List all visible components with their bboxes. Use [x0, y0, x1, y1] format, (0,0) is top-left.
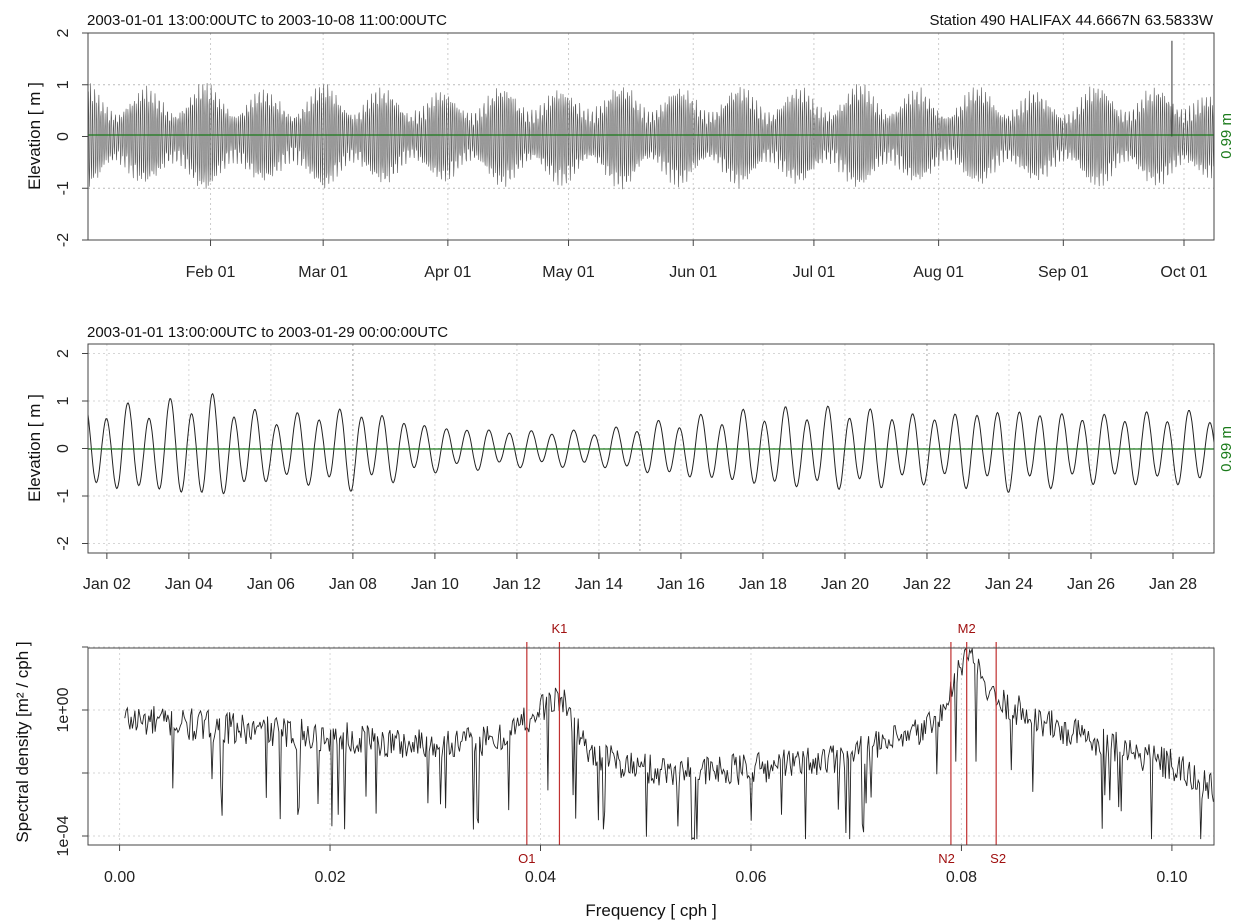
- panel3-spectrum-trace: [124, 647, 1214, 841]
- panel1-x-tick-label: Jun 01: [669, 264, 717, 281]
- panel1-y-tick-label: -2: [55, 233, 72, 247]
- panel3-x-tick-label: 0.10: [1156, 869, 1187, 886]
- panel2-y-tick-label: -1: [55, 489, 72, 503]
- constituent-label-m2: M2: [958, 621, 976, 636]
- panel1-y-axis: -2 -1 0 1 2: [55, 28, 88, 247]
- panel3-grid: [88, 646, 1214, 845]
- panel1-y-tick-label: 1: [55, 80, 72, 89]
- panel2-x-tick-label: Jan 24: [985, 576, 1033, 593]
- panel3-trace-line: [124, 647, 1214, 841]
- panel2-x-tick-label: Jan 20: [821, 576, 869, 593]
- panel2-y-label: Elevation [ m ]: [25, 394, 44, 502]
- panel2-mean-label: 0.99 m: [1218, 426, 1235, 472]
- panel3-x-tick-label: 0.00: [104, 869, 135, 886]
- panel1-subtitle-right: Station 490 HALIFAX 44.6667N 63.5833W: [929, 12, 1213, 29]
- panel2-x-tick-label: Jan 22: [903, 576, 951, 593]
- panel3-x-tick-label: 0.04: [525, 869, 556, 886]
- panel1-y-label: Elevation [ m ]: [25, 82, 44, 190]
- panel2-y-tick-label: 2: [55, 349, 72, 358]
- panel3-y-tick-label: 1e-04: [55, 815, 72, 856]
- panel1-x-tick-label: Feb 01: [186, 264, 236, 281]
- panel2-x-tick-label: Jan 18: [739, 576, 787, 593]
- panel1-x-tick-label: Oct 01: [1160, 264, 1207, 281]
- constituent-label-o1: O1: [518, 851, 535, 866]
- panel2-x-tick-label: Jan 28: [1149, 576, 1197, 593]
- panel1-y-tick-label: 2: [55, 28, 72, 37]
- panel2-x-tick-label: Jan 10: [411, 576, 459, 593]
- constituent-label-s2: S2: [990, 851, 1006, 866]
- panel3-y-tick-label: 1e+00: [55, 687, 72, 732]
- panel1-x-tick-label: Sep 01: [1038, 264, 1089, 281]
- panel1-x-tick-label: May 01: [542, 264, 595, 281]
- panel3-x-label: Frequency [ cph ]: [585, 901, 716, 920]
- panel2-x-tick-label: Jan 02: [83, 576, 131, 593]
- panel3-x-tick-label: 0.08: [946, 869, 977, 886]
- panel2-elevation-trace: [87, 392, 1215, 495]
- panel1-x-tick-label: Aug 01: [913, 264, 964, 281]
- panel2-x-tick-label: Jan 06: [247, 576, 295, 593]
- panel2-y-tick-label: 0: [55, 444, 72, 453]
- panel1-x-tick-label: Apr 01: [424, 264, 471, 281]
- constituent-label-k1: K1: [551, 621, 567, 636]
- panel1-y-tick-label: 0: [55, 132, 72, 141]
- panel1-elevation-trace: [87, 40, 1215, 190]
- panel2-x-tick-label: Jan 12: [493, 576, 541, 593]
- panel2-x-tick-label: Jan 26: [1067, 576, 1115, 593]
- panel3-x-tick-label: 0.02: [314, 869, 345, 886]
- panel3-y-axis: 1e-04 1e+00: [55, 646, 88, 856]
- panel2-subtitle-left: 2003-01-01 13:00:00UTC to 2003-01-29 00:…: [87, 324, 448, 341]
- panel2-x-axis: Jan 02 Jan 04 Jan 06 Jan 08 Jan 10 Jan 12 Jan …: [83, 553, 1197, 593]
- panel1-subtitle-left: 2003-01-01 13:00:00UTC to 2003-10-08 11:…: [87, 12, 447, 29]
- panel2-x-tick-label: Jan 04: [165, 576, 213, 593]
- panel2-x-tick-label: Jan 16: [657, 576, 705, 593]
- panel1-trace-line: [87, 83, 1215, 190]
- panel2-x-tick-label: Jan 14: [575, 576, 623, 593]
- panel1-x-tick-label: Jul 01: [793, 264, 836, 281]
- panel-full-record: 2003-01-01 13:00:00UTC to 2003-10-08 11:…: [25, 12, 1235, 281]
- panel1-mean-label: 0.99 m: [1218, 113, 1235, 159]
- panel3-x-tick-label: 0.06: [735, 869, 766, 886]
- panel1-x-axis: Feb 01 Mar 01 Apr 01 May 01 Jun 01 Jul 01 Aug …: [186, 240, 1208, 281]
- panel-january-detail: 2003-01-01 13:00:00UTC to 2003-01-29 00:…: [25, 324, 1235, 593]
- panel1-y-tick-label: -1: [55, 181, 72, 195]
- constituent-label-n2: N2: [938, 851, 955, 866]
- panel3-constituents: O1 K1 N2 M2 S2: [518, 621, 1006, 866]
- panel1-x-tick-label: Mar 01: [298, 264, 348, 281]
- panel2-y-tick-label: -2: [55, 536, 72, 550]
- panel3-y-label: Spectral density [m² / cph ]: [13, 641, 32, 842]
- panel2-y-tick-label: 1: [55, 396, 72, 405]
- panel2-x-tick-label: Jan 08: [329, 576, 377, 593]
- panel2-y-axis: -2 -1 0 1 2: [55, 349, 88, 551]
- panel3-frame: [87, 647, 1215, 846]
- panel2-trace-line: [87, 392, 1215, 495]
- panel3-x-axis: 0.00 0.02 0.04 0.06 0.08 0.10: [104, 845, 1188, 886]
